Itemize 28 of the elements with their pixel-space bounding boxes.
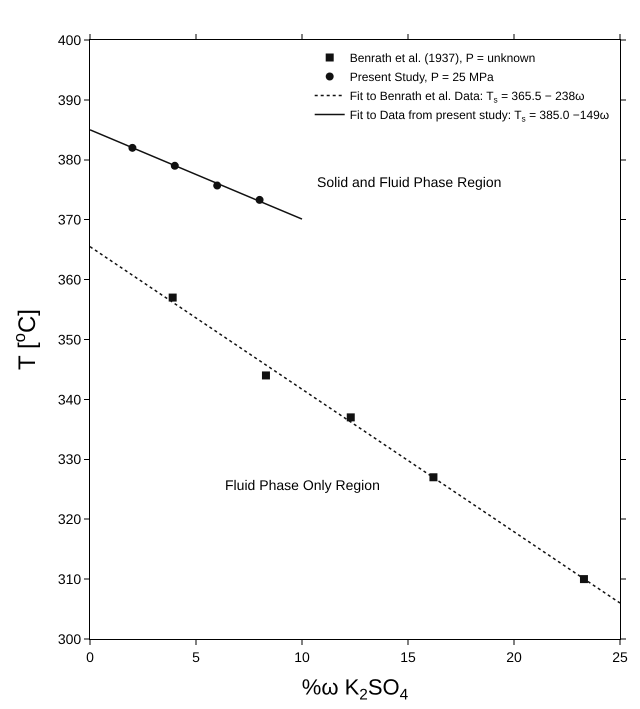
y-tick-label: 330 bbox=[58, 451, 82, 468]
y-tick-label: 300 bbox=[58, 630, 82, 647]
annotation: Solid and Fluid Phase Region bbox=[317, 174, 502, 190]
y-tick-label: 360 bbox=[58, 272, 82, 288]
y-tick-label: 320 bbox=[58, 511, 82, 528]
point bbox=[580, 575, 588, 584]
x-tick-label: 20 bbox=[506, 648, 522, 665]
y-tick-label: 390 bbox=[58, 92, 82, 108]
legend-label: Fit to Benrath et al. Data: T$_{s}$ = 365.5 − 238ω bbox=[350, 89, 585, 105]
y-tick-label: 380 bbox=[58, 152, 82, 168]
x-tick-label: 15 bbox=[400, 648, 416, 665]
x-tick-label: 5 bbox=[192, 648, 200, 665]
point bbox=[346, 413, 355, 422]
point bbox=[262, 371, 270, 380]
legend-label: Fit to Data from present study: T$_{s}$ = 385.0 −149ω bbox=[350, 108, 610, 124]
y-tick-label: 350 bbox=[58, 331, 82, 348]
y-tick-label: 310 bbox=[58, 571, 82, 587]
x-tick-label: 0 bbox=[86, 648, 94, 665]
legend-label: Benrath et al. (1937), P = unknown bbox=[350, 51, 536, 66]
x-tick-label: 10 bbox=[294, 648, 310, 665]
x-axis-title: %ω K$_{2}$SO$_{4}$ bbox=[302, 674, 409, 704]
legend-label: Present Study, P = 25 MPa bbox=[350, 70, 494, 84]
y-tick-label: 370 bbox=[58, 212, 82, 228]
annotation: Fluid Phase Only Region bbox=[225, 477, 380, 493]
x-tick-label: 25 bbox=[612, 648, 628, 665]
point bbox=[168, 294, 177, 302]
y-tick-label: 400 bbox=[58, 32, 82, 48]
y-tick-label: 340 bbox=[58, 391, 82, 408]
